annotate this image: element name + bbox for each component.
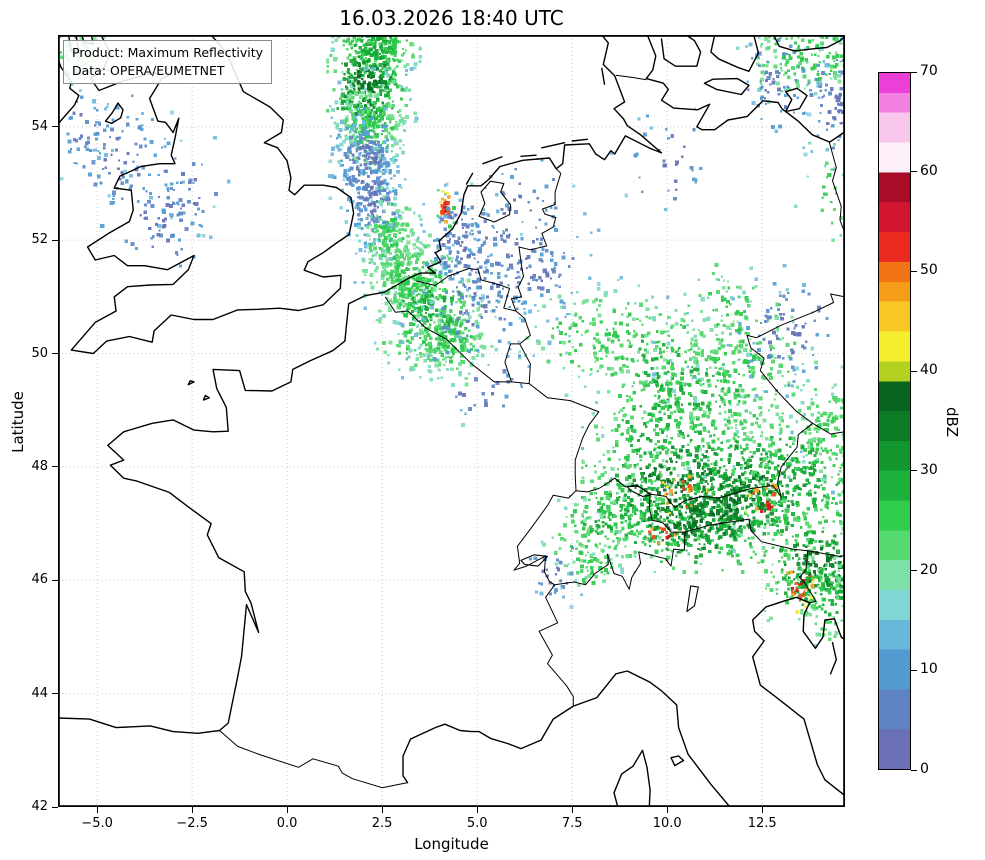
colorbar-tick-mark bbox=[911, 769, 917, 771]
colorbar-tick-mark bbox=[911, 470, 917, 472]
colorbar-tick-label: 10 bbox=[920, 661, 938, 678]
x-tick-label: 5.0 bbox=[466, 816, 488, 831]
coastline-path bbox=[402, 670, 731, 807]
y-tick-label: 46 bbox=[31, 572, 48, 588]
country-border-path bbox=[615, 74, 647, 81]
x-tick-label: 10.0 bbox=[652, 816, 682, 831]
data-source-text: Data: OPERA/EUMETNET bbox=[72, 62, 225, 78]
island-outline bbox=[202, 394, 210, 401]
coastline-path bbox=[58, 35, 663, 734]
country-border-path bbox=[510, 168, 562, 312]
coastline-path bbox=[58, 58, 80, 125]
coastline-path bbox=[70, 35, 355, 355]
coastline-path bbox=[601, 67, 606, 85]
coastline-path bbox=[541, 142, 566, 149]
x-tick-label: −2.5 bbox=[176, 816, 208, 831]
y-tick-label: 50 bbox=[31, 345, 48, 361]
x-tick-mark bbox=[381, 807, 383, 813]
x-tick-mark bbox=[476, 807, 478, 813]
island-outline bbox=[104, 102, 124, 125]
coastline-path bbox=[710, 35, 760, 72]
x-tick-mark bbox=[191, 807, 193, 813]
product-name-text: Product: Maximum Reflectivity bbox=[72, 45, 264, 60]
country-border-path bbox=[219, 730, 408, 789]
coastline-path bbox=[571, 138, 589, 142]
x-tick-mark bbox=[96, 807, 98, 813]
x-tick-label: 0.0 bbox=[276, 816, 298, 831]
colorbar-tick-mark bbox=[911, 71, 917, 73]
island-outline bbox=[187, 380, 195, 386]
country-border-path bbox=[513, 477, 686, 590]
y-tick-label: 52 bbox=[31, 232, 48, 248]
plot-frame bbox=[58, 35, 845, 807]
x-tick-label: −5.0 bbox=[81, 816, 113, 831]
lake-outline bbox=[478, 180, 512, 223]
x-tick-label: 12.5 bbox=[747, 816, 777, 831]
y-tick-label: 48 bbox=[31, 458, 48, 474]
island-outline bbox=[613, 749, 651, 807]
colorbar-tick-label: 50 bbox=[920, 262, 938, 279]
timestamp-title: 16.03.2026 18:40 UTC bbox=[339, 6, 564, 30]
colorbar-unit-label: dBZ bbox=[943, 406, 961, 438]
product-info-box: Product: Maximum Reflectivity Data: OPER… bbox=[63, 40, 273, 84]
colorbar-tick-label: 70 bbox=[920, 63, 938, 79]
country-border-path bbox=[684, 518, 817, 604]
colorbar-tick-mark bbox=[911, 171, 917, 173]
y-tick-label: 44 bbox=[31, 685, 48, 701]
coastline-path bbox=[660, 35, 702, 67]
map-plot-area: Product: Maximum Reflectivity Data: OPER… bbox=[58, 35, 845, 807]
country-border-path bbox=[416, 268, 517, 312]
coastline-path bbox=[465, 172, 474, 185]
x-tick-mark bbox=[666, 807, 668, 813]
colorbar-tick-label: 40 bbox=[920, 362, 938, 379]
country-border-path bbox=[528, 383, 600, 491]
country-border-path bbox=[746, 293, 845, 424]
colorbar-tick-mark bbox=[911, 669, 917, 671]
country-border-path bbox=[515, 310, 531, 345]
y-tick-label: 54 bbox=[31, 118, 48, 134]
island-outline bbox=[785, 87, 808, 113]
coastline-path bbox=[772, 35, 845, 52]
country-border-path bbox=[812, 422, 845, 435]
coastline-path bbox=[752, 596, 845, 797]
lake-outline bbox=[520, 554, 549, 567]
colorbar bbox=[878, 72, 911, 770]
country-border-path bbox=[384, 296, 512, 383]
colorbar-tick-label: 0 bbox=[920, 761, 929, 777]
x-tick-label: 7.5 bbox=[561, 816, 583, 831]
coastline-path bbox=[482, 156, 503, 165]
country-border-path bbox=[828, 140, 845, 234]
x-tick-mark bbox=[286, 807, 288, 813]
x-tick-mark bbox=[571, 807, 573, 813]
y-tick-label: 42 bbox=[31, 799, 48, 814]
country-border-path bbox=[504, 343, 531, 385]
colorbar-tick-mark bbox=[911, 370, 917, 372]
y-axis-title: Latitude bbox=[9, 391, 27, 453]
x-tick-label: 2.5 bbox=[371, 816, 393, 831]
coastline-path bbox=[520, 154, 537, 157]
radar-map bbox=[58, 35, 845, 807]
colorbar-tick-label: 30 bbox=[920, 461, 938, 478]
country-border-path bbox=[538, 584, 574, 707]
coastline-path bbox=[645, 35, 845, 143]
colorbar-tick-mark bbox=[911, 570, 917, 572]
island-outline bbox=[670, 755, 685, 767]
x-tick-mark bbox=[761, 807, 763, 813]
colorbar-tick-mark bbox=[911, 270, 917, 272]
colorbar-tick-label: 60 bbox=[920, 162, 938, 179]
colorbar-tick-label: 20 bbox=[920, 561, 938, 578]
lake-outline bbox=[686, 585, 699, 612]
x-axis-title: Longitude bbox=[414, 835, 489, 853]
colorbar-gradient bbox=[879, 73, 910, 769]
island-outline bbox=[703, 77, 750, 96]
country-border-path bbox=[650, 422, 814, 509]
coastline-path bbox=[829, 641, 837, 675]
